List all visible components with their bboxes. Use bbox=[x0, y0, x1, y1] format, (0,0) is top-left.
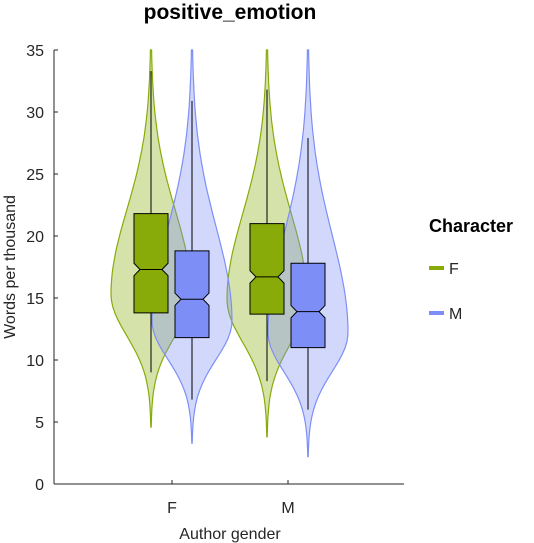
legend-label-F: F bbox=[449, 261, 459, 278]
box-M-F bbox=[174, 250, 210, 339]
legend: Character F M bbox=[429, 216, 513, 323]
y-tick-label: 30 bbox=[26, 105, 44, 122]
legend-swatch-F bbox=[429, 266, 444, 270]
y-tick-label: 20 bbox=[26, 229, 44, 246]
x-tick-label: M bbox=[281, 500, 294, 517]
x-tick-label: F bbox=[167, 500, 177, 517]
x-axis-label: Author gender bbox=[179, 526, 281, 543]
y-tick-label: 25 bbox=[26, 167, 44, 184]
y-tick-label: 35 bbox=[26, 43, 44, 60]
y-tick-label: 15 bbox=[26, 291, 44, 308]
box-F-F bbox=[133, 213, 169, 314]
box-F-M bbox=[249, 223, 285, 315]
legend-swatch-M bbox=[429, 311, 444, 315]
y-tick-label: 10 bbox=[26, 353, 44, 370]
plot-area bbox=[110, 49, 349, 458]
legend-label-M: M bbox=[449, 306, 462, 323]
y-axis-ticks: 0 5 10 15 20 25 30 35 bbox=[26, 43, 58, 494]
legend-title: Character bbox=[429, 216, 513, 236]
box-M-M bbox=[290, 262, 326, 349]
chart-title: positive_emotion bbox=[144, 1, 317, 24]
y-axis-label: Words per thousand bbox=[2, 195, 19, 339]
y-tick-label: 5 bbox=[35, 415, 44, 432]
y-tick-label: 0 bbox=[35, 477, 44, 494]
